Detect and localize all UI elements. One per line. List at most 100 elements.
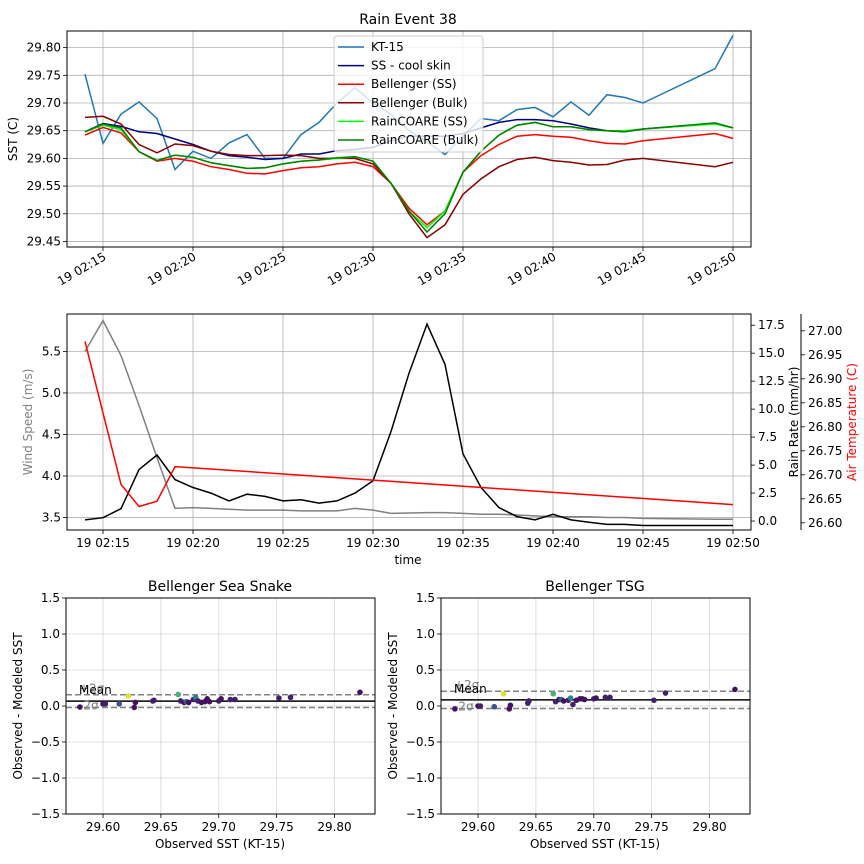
p3-point (132, 699, 139, 706)
p2-rain-tick-label: 15.0 (758, 346, 785, 360)
p3-point (357, 689, 363, 696)
p4-point (581, 696, 588, 703)
p4-xtick-label: 29.65 (519, 820, 553, 834)
p1-ytick-label: 29.70 (27, 96, 61, 110)
p2-air-tick-label: 26.65 (808, 492, 842, 506)
p2-ytick-label: 5.5 (42, 344, 61, 358)
p4-ytick-label: 0.5 (416, 663, 435, 677)
p3-xtick-label: 29.80 (317, 820, 351, 834)
p3-point (287, 694, 294, 701)
p3-point (116, 701, 123, 707)
p4-ytick-label: −0.5 (406, 735, 435, 749)
p3-frame (65, 597, 376, 815)
p3-xtick-label: 29.75 (259, 820, 293, 834)
p4-xlabel: Observed SST (KT-15) (530, 837, 660, 851)
p1-legend-label: RainCOARE (SS) (371, 114, 468, 128)
p3-ytick-label: 1.5 (41, 591, 60, 605)
p2-rain-tick-label: 10.0 (758, 402, 785, 416)
p3-title: Bellenger Sea Snake (148, 579, 292, 595)
p3-point (102, 701, 109, 707)
p1-ytick-label: 29.45 (27, 234, 61, 248)
p4-point (607, 694, 613, 701)
p1-series-line (84, 121, 734, 234)
p3-point (227, 696, 234, 703)
p2-frame (66, 313, 752, 531)
p2-xtick-label: 19 02:30 (346, 536, 400, 550)
p2-rain-tick-label: 5.0 (758, 458, 777, 472)
p4-ytick-label: 0.0 (416, 699, 435, 713)
p2-xtick-label: 19 02:15 (76, 536, 130, 550)
p4-point (560, 698, 567, 704)
p2-xtick-label: 19 02:40 (526, 536, 580, 550)
p3-point (151, 697, 157, 704)
p2-rain-line (84, 322, 733, 527)
p4-point (526, 698, 532, 704)
p1-legend-label: SS - cool skin (371, 59, 451, 73)
p2-ytick-label: 4.5 (42, 427, 61, 441)
p4-ylabel: Observed - Modeled SST (386, 632, 400, 780)
p4-mean-label: Mean (454, 682, 487, 696)
p4-xtick-label: 29.60 (461, 820, 495, 834)
p2-ytick-label: 5.0 (42, 386, 61, 400)
p1-legend-label: Bellenger (Bulk) (371, 96, 468, 110)
p1-ytick-label: 29.60 (27, 151, 61, 165)
p3-ytick-label: 1.0 (41, 627, 60, 641)
p3-point (131, 704, 138, 711)
p2-rain-tick-label: 12.5 (758, 374, 785, 388)
p4-lower-label: -2σ (454, 700, 474, 714)
p4-point (507, 702, 514, 709)
p2-xtick-label: 19 02:45 (616, 536, 670, 550)
p2-air-tick-label: 27.00 (808, 324, 842, 338)
p2-air-tick-label: 26.60 (808, 516, 842, 530)
p2-rain-tick-label: 7.5 (758, 430, 777, 444)
p4-point (452, 706, 458, 712)
p2-air-line (84, 341, 734, 508)
p4-xtick-label: 29.80 (692, 820, 726, 834)
p1-xtick-label: 19 02:30 (325, 249, 378, 288)
p2-wind-line (84, 319, 733, 520)
p4-point (651, 697, 657, 704)
p2-air-tick-label: 26.95 (808, 348, 842, 362)
tsg-scatter-panel: Bellenger TSG Observed - Modeled SST Obs… (386, 579, 751, 851)
p4-upper-label: +2σ (454, 678, 480, 692)
p2-ytick-label: 4.0 (42, 469, 61, 483)
p4-title: Bellenger TSG (545, 579, 644, 595)
p2-air-tick-label: 26.75 (808, 444, 842, 458)
p4-ytick-label: −1.5 (406, 807, 435, 821)
p4-ytick-label: −1.0 (406, 771, 435, 785)
p1-xtick-label: 19 02:20 (145, 249, 198, 288)
p3-ytick-label: 0.5 (41, 663, 60, 677)
p1-series-line (84, 126, 734, 226)
p3-point (185, 699, 192, 706)
p1-ytick-label: 29.75 (27, 68, 61, 82)
p3-mean-label: Mean (79, 683, 112, 697)
p4-point (732, 686, 738, 693)
p1-ylabel: SST (C) (6, 117, 20, 161)
p2-xtick-label: 19 02:50 (706, 536, 760, 550)
p3-upper-label: +2σ (79, 682, 105, 696)
p1-ytick-label: 29.80 (27, 41, 61, 55)
p1-legend-label: RainCOARE (Bulk) (371, 133, 478, 147)
p4-point (662, 690, 669, 696)
p3-point (125, 693, 132, 699)
p3-xtick-label: 29.70 (202, 820, 236, 834)
sst-timeseries-panel: Rain Event 38 SST (C) 29.45 29.50 29.55 29.… (6, 12, 752, 288)
p2-rain-tick-label: 0.0 (758, 514, 777, 528)
p1-legend-label: Bellenger (SS) (371, 77, 457, 91)
p4-point (491, 703, 498, 710)
p3-xtick-label: 29.60 (86, 820, 120, 834)
p1-ytick-label: 29.55 (27, 179, 61, 193)
p3-ytick-label: −1.0 (31, 771, 60, 785)
p2-air-tick-label: 26.90 (808, 372, 842, 386)
p4-point (477, 703, 484, 709)
p2-air-tick-label: 26.70 (808, 468, 842, 482)
p3-xlabel: Observed SST (KT-15) (155, 837, 285, 851)
p2-xtick-label: 19 02:20 (166, 536, 220, 550)
p1-xtick-label: 19 02:50 (685, 249, 738, 288)
p2-ylabel-rain: Rain Rate (mm/hr) (787, 367, 801, 478)
p3-xtick-label: 29.65 (144, 820, 178, 834)
p2-xtick-label: 19 02:25 (256, 536, 310, 550)
sea-snake-scatter-panel: Bellenger Sea Snake Observed - Modeled S… (11, 579, 376, 851)
p4-point (567, 695, 574, 701)
p4-point (550, 690, 557, 697)
